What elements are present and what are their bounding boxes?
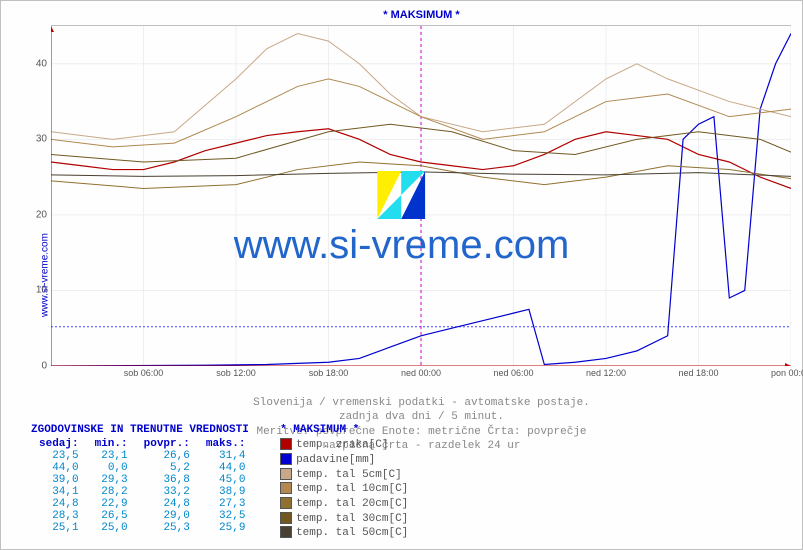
table-cell: 31,4 [198,450,254,462]
table-cell: 28,2 [87,486,136,498]
legend-label: temp. tal 20cm[C] [296,498,408,510]
plot-region: 010203040sob 06:00sob 12:00sob 18:00ned … [51,25,791,366]
table-header: sedaj: [31,438,87,450]
table-row: 24,822,924,827,3 [31,498,253,510]
table-cell: 38,9 [198,486,254,498]
legend-item: temp. tal 5cm[C] [280,468,408,483]
table-cell: 26,5 [87,510,136,522]
legend-title: * MAKSIMUM * [280,424,408,438]
table-row: 44,00,05,244,0 [31,462,253,474]
legend-item: temp. tal 50cm[C] [280,526,408,541]
table-cell: 28,3 [31,510,87,522]
legend: * MAKSIMUM * temp. zraka[C] padavine[mm] t… [280,424,408,541]
table-cell: 24,8 [136,498,198,510]
legend-label: padavine[mm] [296,454,375,466]
table-header: min.: [87,438,136,450]
table-cell: 32,5 [198,510,254,522]
legend-label: temp. zraka[C] [296,439,388,451]
table-header: maks.: [198,438,254,450]
chart-area: * MAKSIMUM * 010203040sob 06:00sob 12:00… [51,9,792,389]
x-tick-label: ned 18:00 [678,368,718,378]
legend-swatch [280,526,292,538]
y-tick-label: 40 [36,58,47,69]
legend-label: temp. tal 5cm[C] [296,469,402,481]
legend-item: temp. tal 30cm[C] [280,512,408,527]
y-tick-label: 10 [36,285,47,296]
table-row: 39,029,336,845,0 [31,474,253,486]
x-tick-label: ned 12:00 [586,368,626,378]
table-row: 28,326,529,032,5 [31,510,253,522]
table-cell: 23,1 [87,450,136,462]
table-cell: 25,9 [198,522,254,534]
legend-label: temp. tal 30cm[C] [296,513,408,525]
x-tick-label: sob 18:00 [309,368,349,378]
legend-swatch [280,453,292,465]
legend-item: temp. tal 20cm[C] [280,497,408,512]
y-tick-label: 30 [36,134,47,145]
table-cell: 44,0 [198,462,254,474]
legend-label: temp. tal 10cm[C] [296,483,408,495]
footer-line: Slovenija / vremenski podatki - avtomats… [51,396,792,410]
y-tick-label: 20 [36,209,47,220]
legend-swatch [280,438,292,450]
table-row: 25,125,025,325,9 [31,522,253,534]
legend-swatch [280,497,292,509]
table-row: 34,128,233,238,9 [31,486,253,498]
table-cell: 29,3 [87,474,136,486]
x-tick-label: ned 06:00 [493,368,533,378]
x-tick-label: sob 12:00 [216,368,256,378]
table-cell: 39,0 [31,474,87,486]
table-cell: 24,8 [31,498,87,510]
legend-item: temp. zraka[C] [280,438,408,453]
table-row: 23,523,126,631,4 [31,450,253,462]
table-header: povpr.: [136,438,198,450]
table-cell: 27,3 [198,498,254,510]
table-cell: 23,5 [31,450,87,462]
table-cell: 36,8 [136,474,198,486]
chart-container: www.si-vreme.com * MAKSIMUM * 010203040s… [0,0,803,550]
table-cell: 5,2 [136,462,198,474]
legend-swatch [280,468,292,480]
table-cell: 0,0 [87,462,136,474]
table-cell: 44,0 [31,462,87,474]
table-cell: 22,9 [87,498,136,510]
table-cell: 29,0 [136,510,198,522]
data-summary: ZGODOVINSKE IN TRENUTNE VREDNOSTI sedaj:… [31,424,408,541]
x-tick-label: ned 00:00 [401,368,441,378]
table-cell: 25,0 [87,522,136,534]
legend-swatch [280,512,292,524]
table-cell: 45,0 [198,474,254,486]
legend-item: padavine[mm] [280,453,408,468]
legend-swatch [280,482,292,494]
table-cell: 25,3 [136,522,198,534]
table-cell: 33,2 [136,486,198,498]
x-tick-label: pon 00:00 [771,368,803,378]
y-axis-label: www.si-vreme.com [39,233,50,317]
footer-line: zadnja dva dni / 5 minut. [51,410,792,424]
table-cell: 26,6 [136,450,198,462]
y-tick-label: 0 [41,361,47,372]
table-cell: 25,1 [31,522,87,534]
stats-table: sedaj:min.:povpr.:maks.: 23,523,126,631,… [31,438,253,534]
chart-title: * MAKSIMUM * [51,9,792,21]
table-title: ZGODOVINSKE IN TRENUTNE VREDNOSTI [31,424,253,438]
legend-label: temp. tal 50cm[C] [296,527,408,539]
legend-item: temp. tal 10cm[C] [280,482,408,497]
table-cell: 34,1 [31,486,87,498]
x-tick-label: sob 06:00 [124,368,164,378]
